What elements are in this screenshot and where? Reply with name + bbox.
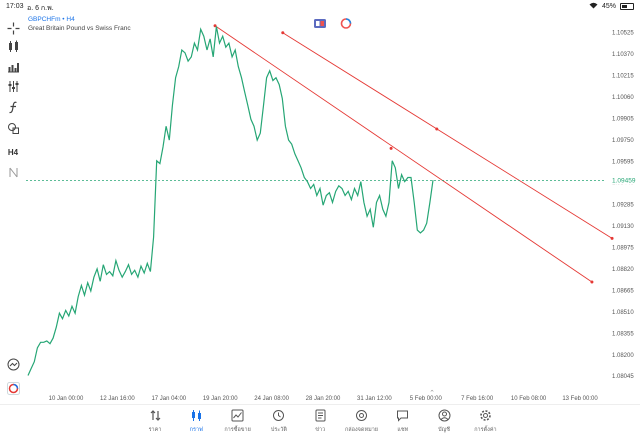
timeframe-button[interactable]: H4	[4, 144, 22, 160]
settings-icon	[463, 409, 507, 422]
x-tick-label: 28 Jan 20:00	[306, 396, 341, 401]
current-price-label: 1.09459	[608, 175, 636, 185]
x-tick-label: 24 Jan 08:00	[254, 396, 289, 401]
trendlines	[213, 24, 614, 284]
status-right: 45%	[589, 2, 634, 11]
x-tick-label: 7 Feb 16:00	[461, 396, 494, 401]
price-series-line	[27, 26, 434, 376]
trendline-1-anchor-3	[590, 280, 594, 284]
wifi-icon	[589, 2, 598, 11]
tab-label: กล่องจดหมาย	[344, 427, 379, 433]
y-tick-label: 1.09130	[612, 224, 634, 230]
bar-chart-icon[interactable]	[4, 58, 22, 74]
x-tick-label: 5 Feb 00:00	[410, 396, 443, 401]
tab-trade[interactable]: การซื้อขาย	[216, 409, 260, 441]
candles-icon[interactable]	[4, 38, 22, 54]
x-tick-label: 31 Jan 12:00	[357, 396, 392, 401]
y-tick-label: 1.09285	[612, 202, 634, 208]
time-axis: 10 Jan 00:00 12 Jan 16:00 17 Jan 04:00 19 J…	[49, 396, 599, 401]
battery-fill	[622, 5, 628, 8]
tab-mailbox[interactable]: กล่องจดหมาย	[340, 409, 384, 441]
timeframe-label: H4	[7, 147, 19, 157]
symbol-name[interactable]: GBPCHFm • H4	[28, 16, 75, 23]
one-click-trading-button[interactable]	[314, 19, 326, 28]
crosshair-icon[interactable]	[4, 20, 22, 36]
y-tick-label: 1.08045	[612, 374, 634, 380]
quotes-icon	[133, 409, 177, 422]
tab-history[interactable]: ประวัติ	[257, 409, 301, 441]
y-tick-label: 1.08665	[612, 288, 634, 294]
price-chart[interactable]: 1.10525 1.10370 1.10215 1.10060 1.09905 1.097…	[26, 14, 640, 401]
bottom-tab-bar: ราคา กราฟ การซื้อขาย ประวัติ ข่าว กล่องจดหมาย…	[0, 404, 640, 447]
indicators-icon[interactable]	[4, 78, 22, 94]
tab-chart[interactable]: กราฟ	[174, 409, 218, 441]
chart-toolbar: H4	[0, 14, 26, 401]
y-tick-label: 1.10060	[612, 95, 634, 101]
tab-label: กราฟ	[189, 427, 203, 433]
tab-label: ข่าว	[315, 427, 326, 433]
history-icon	[257, 409, 301, 422]
status-bar: 17:03 อ. 6 ก.พ. 45%	[0, 0, 640, 14]
objects-icon[interactable]	[4, 120, 22, 136]
y-tick-label: 1.09595	[612, 160, 634, 166]
news-icon	[298, 409, 342, 422]
signals-icon[interactable]	[4, 356, 22, 372]
x-tick-label: 10 Feb 08:00	[511, 396, 547, 401]
tab-settings[interactable]: การตั้งค่า	[463, 409, 507, 441]
trading-signals-button[interactable]	[340, 18, 352, 29]
tab-label: การตั้งค่า	[474, 427, 497, 433]
trendline-2-anchor-1	[281, 31, 285, 35]
trendline-2	[282, 32, 613, 239]
mailbox-icon	[340, 409, 384, 422]
chat-icon	[381, 409, 425, 422]
y-tick-label: 1.09905	[612, 117, 634, 123]
scroll-to-end-icon[interactable]: ⌃	[429, 389, 435, 397]
y-tick-label: 1.08355	[612, 331, 634, 337]
x-tick-label: 10 Jan 00:00	[49, 396, 84, 401]
y-tick-label: 1.08820	[612, 267, 634, 273]
battery-icon	[620, 3, 634, 10]
trendline-1-anchor-2	[389, 146, 393, 150]
tab-news[interactable]: ข่าว	[298, 409, 342, 441]
y-tick-label: 1.10370	[612, 52, 634, 58]
calendar-icon[interactable]	[4, 164, 22, 180]
y-tick-label: 1.08510	[612, 310, 634, 316]
broker-logo-icon[interactable]	[4, 380, 22, 396]
tab-label: ราคา	[148, 427, 162, 433]
y-tick-label: 1.10215	[612, 74, 634, 80]
trendline-2-anchor-3	[610, 236, 614, 240]
y-tick-label: 1.09750	[612, 138, 634, 144]
x-tick-label: 19 Jan 20:00	[203, 396, 238, 401]
function-icon[interactable]	[4, 99, 22, 115]
trade-icon	[216, 409, 260, 422]
tab-label: แชท	[397, 427, 409, 433]
tab-quotes[interactable]: ราคา	[133, 409, 177, 441]
symbol-info: GBPCHFm • H4 Great Britain Pound vs Swis…	[28, 15, 131, 33]
account-icon	[422, 409, 466, 422]
tab-chat[interactable]: แชท	[381, 409, 425, 441]
trendline-1	[214, 25, 593, 283]
battery-level: 45%	[601, 3, 616, 10]
x-tick-label: 13 Feb 00:00	[562, 396, 598, 401]
tab-label: ประวัติ	[270, 427, 287, 433]
symbol-description: Great Britain Pound vs Swiss Franc	[28, 25, 131, 32]
x-tick-label: 12 Jan 16:00	[100, 396, 135, 401]
status-time: 17:03	[6, 3, 24, 10]
chart-icon	[174, 409, 218, 422]
trendline-2-anchor-2	[435, 127, 439, 131]
x-tick-label: 17 Jan 04:00	[151, 396, 186, 401]
price-axis: 1.10525 1.10370 1.10215 1.10060 1.09905 1.097…	[612, 31, 634, 381]
tab-account[interactable]: บัญชี	[422, 409, 466, 441]
y-tick-label: 1.08200	[612, 353, 634, 359]
tab-label: บัญชี	[438, 427, 451, 433]
current-price-text: 1.09459	[612, 178, 636, 185]
tab-label: การซื้อขาย	[224, 427, 251, 433]
y-tick-label: 1.08975	[612, 245, 634, 251]
status-date: อ. 6 ก.พ.	[27, 5, 54, 12]
y-tick-label: 1.10525	[612, 31, 634, 37]
